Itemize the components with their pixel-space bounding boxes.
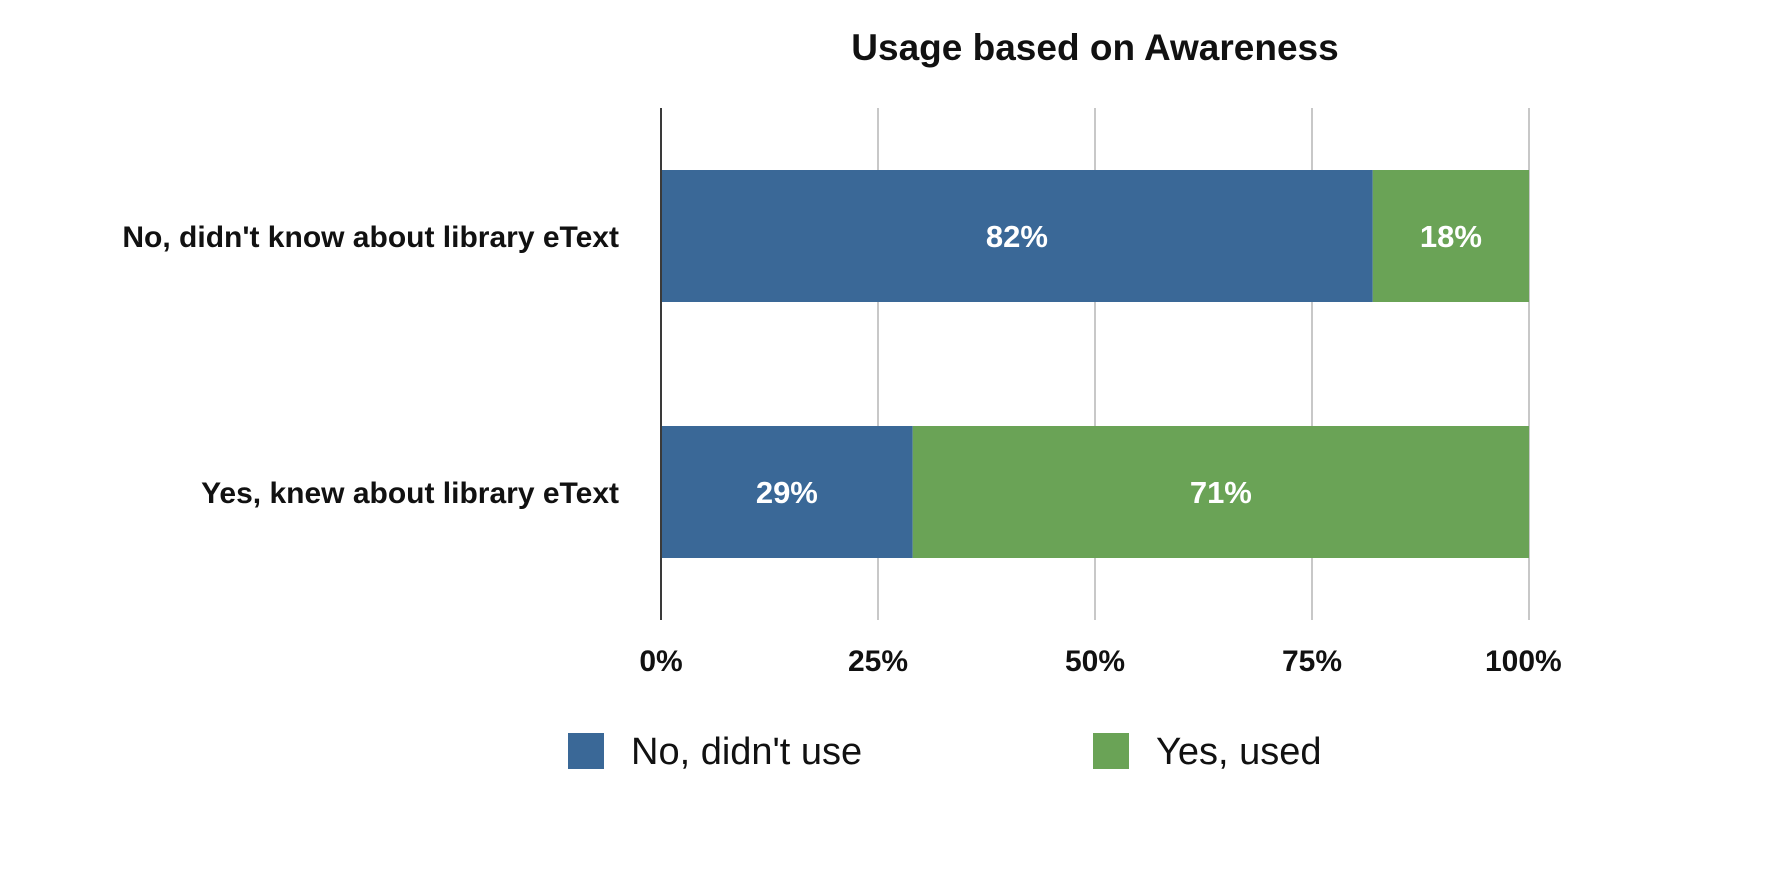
data-label-0-1: 18% — [1420, 219, 1482, 254]
bar-1-1 — [912, 426, 1529, 558]
legend: No, didn't use Yes, used — [568, 731, 1322, 773]
legend-swatch-1 — [1093, 733, 1129, 769]
bar-0-1 — [1372, 170, 1529, 302]
bar-1-0 — [661, 426, 913, 558]
bar-0-0 — [661, 170, 1373, 302]
category-label-0: No, didn't know about library eText — [122, 221, 619, 254]
category-label-1: Yes, knew about library eText — [201, 477, 619, 510]
x-tick-label-4: 100% — [1485, 645, 1562, 678]
chart-title: Usage based on Awareness — [851, 27, 1338, 68]
x-tick-label-2: 50% — [1065, 645, 1125, 678]
data-label-0-0: 82% — [986, 219, 1048, 254]
x-tick-label-1: 25% — [848, 645, 908, 678]
legend-swatch-0 — [568, 733, 604, 769]
category-labels: No, didn't know about library eText Yes, … — [122, 221, 619, 510]
x-tick-labels: 0% 25% 50% 75% 100% — [639, 645, 1561, 678]
data-label-1-0: 29% — [756, 475, 818, 510]
legend-label-1: Yes, used — [1156, 731, 1322, 773]
x-tick-label-3: 75% — [1282, 645, 1342, 678]
bars: 82% 18% 29% 71% — [661, 170, 1529, 558]
legend-label-0: No, didn't use — [631, 731, 862, 773]
data-label-1-1: 71% — [1190, 475, 1252, 510]
x-tick-label-0: 0% — [639, 645, 682, 678]
